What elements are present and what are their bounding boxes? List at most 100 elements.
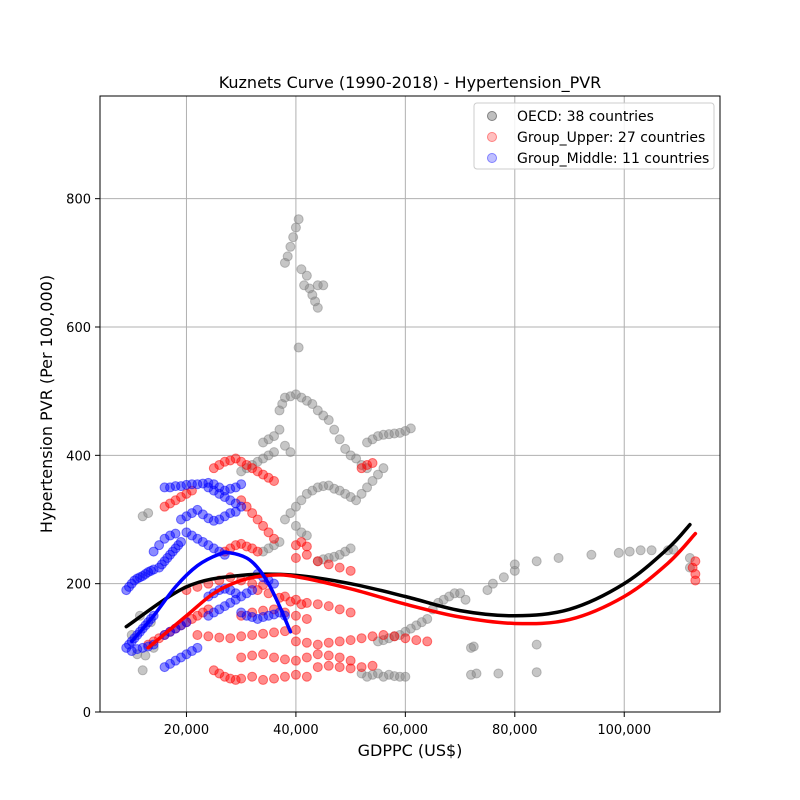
- scatter-point: [208, 665, 219, 676]
- scatter-point: [356, 633, 367, 644]
- scatter-point: [252, 613, 263, 624]
- scatter-point: [186, 479, 197, 490]
- scatter-point: [132, 573, 143, 584]
- x-tick-label: 40,000: [273, 723, 319, 738]
- scatter-point: [165, 498, 176, 509]
- scatter-point: [247, 612, 258, 623]
- scatter-point: [334, 662, 345, 673]
- scatter-point: [225, 597, 236, 608]
- scatter-point: [290, 669, 301, 680]
- scatter-point: [646, 545, 657, 556]
- scatter-point: [170, 528, 181, 539]
- legend-entry: OECD: 38 countries: [517, 109, 654, 125]
- scatter-point: [247, 630, 258, 640]
- scatter-point: [203, 631, 214, 642]
- scatter-point: [263, 543, 274, 554]
- scatter-point: [279, 671, 290, 682]
- scatter-point: [258, 674, 269, 685]
- scatter-point: [186, 646, 197, 657]
- scatter-point: [175, 492, 186, 503]
- scatter-point: [230, 594, 241, 605]
- scatter-point: [186, 508, 197, 519]
- scatter-point: [148, 546, 159, 557]
- scatter-point: [378, 635, 389, 646]
- x-tick-label: 80,000: [492, 723, 538, 738]
- scatter-point: [498, 572, 509, 583]
- scatter-point: [301, 530, 312, 541]
- scatter-point: [247, 671, 258, 682]
- scatter-point: [531, 639, 542, 650]
- legend-entry: Group_Middle: 11 countries: [517, 151, 709, 167]
- scatter-point: [258, 520, 269, 531]
- scatter-point: [230, 453, 241, 464]
- scatter-point: [362, 671, 373, 682]
- scatter-point: [162, 553, 173, 563]
- scatter-point: [345, 607, 356, 618]
- scatter-point: [312, 280, 323, 291]
- scatter-points: [121, 214, 701, 685]
- scatter-point: [230, 482, 241, 493]
- legend: OECD: 38 countries Group_Upper: 27 countr…: [473, 102, 715, 170]
- scatter-point: [236, 479, 247, 490]
- y-axis-ticks: 0 200 400 600 800: [66, 193, 100, 721]
- scatter-point: [269, 604, 280, 615]
- scatter-point: [203, 482, 214, 493]
- scatter-point: [170, 481, 181, 492]
- scatter-point: [293, 342, 304, 353]
- scatter-point: [290, 540, 301, 551]
- fit-curves: [124, 522, 698, 650]
- scatter-point: [219, 511, 230, 522]
- scatter-point: [269, 673, 280, 684]
- scatter-point: [329, 551, 340, 562]
- scatter-point: [487, 578, 498, 589]
- scatter-point: [192, 533, 203, 544]
- y-tick-label: 0: [83, 706, 91, 721]
- scatter-point: [301, 270, 312, 281]
- scatter-point: [269, 652, 280, 663]
- scatter-point: [301, 652, 312, 663]
- scatter-point: [214, 459, 225, 470]
- scatter-point: [367, 458, 378, 469]
- scatter-point: [323, 650, 334, 661]
- scatter-point: [416, 617, 427, 628]
- scatter-point: [258, 546, 269, 557]
- scatter-point: [258, 628, 269, 639]
- scatter-point: [214, 488, 225, 499]
- scatter-point: [181, 511, 192, 522]
- scatter-point: [186, 530, 197, 541]
- scatter-point: [411, 620, 422, 631]
- scatter-point: [466, 642, 477, 653]
- scatter-point: [290, 636, 301, 647]
- scatter-point: [247, 543, 258, 554]
- legend-marker: [487, 153, 497, 163]
- scatter-point: [252, 456, 263, 467]
- scatter-point: [351, 495, 362, 506]
- scatter-point: [299, 280, 310, 291]
- scatter-point: [334, 604, 345, 615]
- scatter-point: [241, 459, 252, 470]
- scatter-point: [181, 527, 192, 538]
- legend-marker: [487, 111, 497, 121]
- scatter-point: [279, 440, 290, 451]
- scatter-point: [345, 655, 356, 666]
- scatter-point: [340, 488, 351, 499]
- scatter-point: [269, 627, 280, 638]
- scatter-point: [301, 637, 312, 648]
- scatter-point: [186, 613, 197, 624]
- scatter-point: [173, 540, 184, 551]
- scatter-point: [159, 533, 170, 544]
- scatter-point: [290, 553, 301, 563]
- scatter-point: [241, 463, 252, 474]
- scatter-point: [444, 591, 455, 602]
- scatter-point: [225, 495, 236, 506]
- scatter-point: [438, 594, 449, 605]
- scatter-point: [170, 543, 181, 554]
- scatter-point: [219, 671, 230, 682]
- scatter-point: [219, 601, 230, 612]
- scatter-point: [378, 671, 389, 682]
- scatter-point: [509, 559, 520, 570]
- scatter-point: [236, 591, 247, 602]
- scatter-point: [356, 662, 367, 673]
- scatter-point: [159, 482, 170, 493]
